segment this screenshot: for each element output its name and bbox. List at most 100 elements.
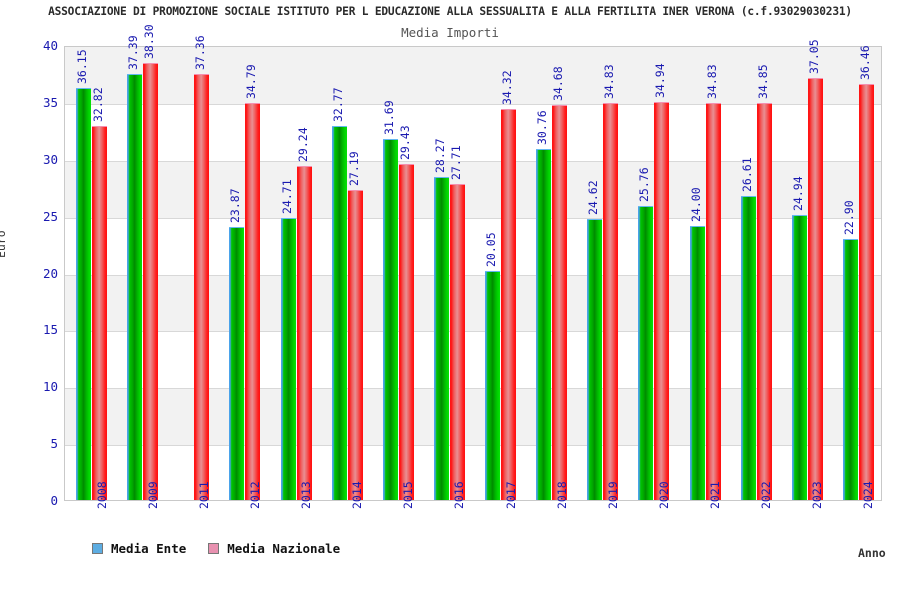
bar-media-nazionale[interactable] [807,77,823,500]
bar-group: 32.77 27.19 [330,47,363,500]
bar-value-label: 22.90 [841,199,856,235]
bar-media-nazionale[interactable] [347,189,363,500]
gridline [65,331,881,333]
legend-label: Media Nazionale [227,541,341,556]
legend-item-1[interactable]: Media Nazionale [208,541,340,556]
bar-group: 24.62 34.83 [586,47,619,500]
bar-group: 22.90 36.46 [841,46,874,500]
bar-media-nazionale[interactable] [194,74,210,500]
y-axis-label: Euro [0,230,8,258]
plot-area: 36.15 32.82 37.39 38.30 37.36 23.87 34.79 24.71… [64,25,882,501]
y-tick-label: 5 [50,436,58,452]
bar-value-label: 29.24 [295,127,310,163]
bar-media-nazionale[interactable] [92,125,108,500]
bar-value-label: 32.77 [330,87,345,123]
bar-media-nazionale[interactable] [245,103,261,500]
x-tick-label: 2017 [503,481,518,509]
bar-value-label: 34.32 [500,70,515,105]
y-tick-label: 0 [50,493,58,508]
bar-value-label: 27.71 [448,145,463,180]
bar-value-label: 30.76 [535,110,550,146]
bar-group: 30.76 34.68 [535,47,568,500]
bar-media-ente[interactable] [842,238,858,500]
bar-media-ente[interactable] [433,177,449,500]
bar-media-nazionale[interactable] [143,63,159,500]
legend-swatch-icon [208,543,220,554]
bar-value-label: 37.05 [806,38,821,74]
bar-media-ente[interactable] [587,218,603,500]
bar-media-ente[interactable] [127,73,143,500]
bar-media-nazionale[interactable] [398,164,414,500]
chart-legend: Media Ente Media Nazionale [92,541,340,556]
bar-group: 36.15 32.82 [75,47,108,500]
gridline [65,217,881,219]
bar-value-label: 24.00 [688,187,703,222]
bar-group: 31.69 29.43 [382,47,414,500]
bar-group: 24.94 37.05 [791,39,823,500]
bar-value-label: 34.83 [704,64,719,99]
bar-value-label: 34.94 [653,62,668,98]
bar-value-label: 26.61 [739,157,754,193]
bar-group: 26.61 34.85 [739,47,772,500]
bar-value-label: 34.83 [602,64,617,99]
bar-value-label: 24.71 [279,179,294,214]
bar-group: 37.39 38.30 [126,25,159,500]
bar-media-nazionale[interactable] [756,102,772,500]
bar-media-nazionale[interactable] [296,166,312,500]
bar-value-label: 27.19 [346,151,361,186]
bar-media-nazionale[interactable] [858,84,874,500]
bar-group: 37.36 [178,35,210,500]
bar-group: 24.71 29.24 [279,47,312,500]
bar-media-ente[interactable] [76,87,92,500]
bar-media-nazionale[interactable] [501,108,517,500]
gridline [65,445,881,447]
bar-media-ente[interactable] [689,226,705,500]
y-tick-label: 35 [42,94,58,110]
bar-value-label: 24.62 [586,180,601,215]
bar-value-label: 25.76 [637,167,652,202]
bar-value-label: 37.36 [193,35,208,71]
bar-media-ente[interactable] [485,270,501,500]
bar-media-ente[interactable] [638,205,654,500]
x-tick-label: 2024 [861,481,876,509]
x-tick-label: 2022 [759,481,774,509]
bar-media-ente[interactable] [791,215,807,500]
x-tick-label: 2008 [94,481,109,509]
bar-media-ente[interactable] [740,196,756,500]
page-title: ASSOCIAZIONE DI PROMOZIONE SOCIALE ISTIT… [48,5,852,18]
bar-media-nazionale[interactable] [449,183,465,500]
bar-value-label: 28.27 [432,138,447,174]
x-tick-label: 2011 [196,481,211,509]
bar-value-label: 29.43 [397,125,412,161]
bar-value-label: 36.15 [75,49,90,84]
bar-group: 20.05 34.32 [484,47,517,500]
chart-subtitle: Media Importi [401,25,499,40]
bar-value-label: 34.68 [551,65,566,101]
legend-item-0[interactable]: Media Ente [92,541,186,556]
bar-value-label: 37.39 [126,35,141,70]
x-tick-label: 2021 [708,481,723,509]
x-tick-label: 2014 [350,481,365,509]
bar-media-ente[interactable] [280,217,296,500]
x-tick-label: 2009 [145,481,160,509]
bar-media-ente[interactable] [536,149,552,500]
gridline [65,388,881,390]
gridline [65,274,881,276]
bar-media-ente[interactable] [229,227,245,500]
x-tick-label: 2020 [656,481,671,509]
bar-group: 28.27 27.71 [432,47,465,500]
bar-media-ente[interactable] [331,126,347,500]
bar-value-label: 34.85 [755,63,770,99]
bar-media-nazionale[interactable] [552,104,568,500]
bar-value-label: 23.87 [228,188,243,224]
bar-group: 24.00 34.83 [688,47,721,500]
bar-media-nazionale[interactable] [654,101,670,500]
bar-media-nazionale[interactable] [705,102,721,500]
gridline [65,160,881,162]
bar-value-label: 34.79 [244,64,259,100]
bar-group: 23.87 34.79 [228,47,261,500]
y-tick-label: 30 [42,151,58,167]
bar-media-nazionale[interactable] [603,102,619,500]
bar-value-label: 20.05 [484,232,499,267]
bar-media-ente[interactable] [382,138,398,500]
